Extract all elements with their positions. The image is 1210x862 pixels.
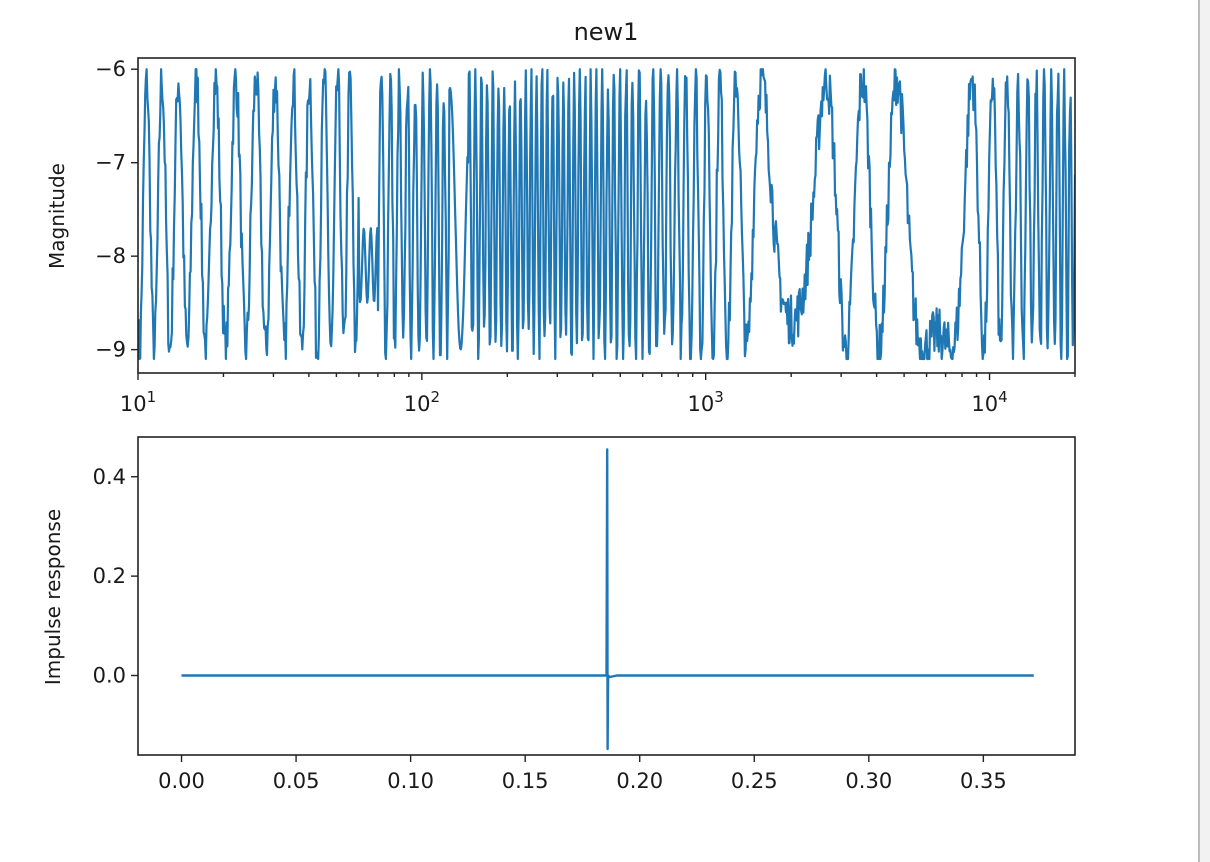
chart-title: new1 xyxy=(574,18,639,46)
magnitude-x-tick-label: 102 xyxy=(404,388,440,416)
impulse-axes-frame xyxy=(137,436,1076,756)
impulse-series-line xyxy=(181,448,1034,751)
magnitude-x-tick-label: 103 xyxy=(688,388,724,416)
impulse-y-tick-label: 0.0 xyxy=(93,664,126,688)
magnitude-x-tick-label: 104 xyxy=(971,388,1007,416)
magnitude-series-line xyxy=(138,68,1075,361)
impulse-x-tick-label: 0.30 xyxy=(845,769,892,793)
impulse-y-tick-label: 0.2 xyxy=(93,564,126,588)
magnitude-axes-frame xyxy=(137,57,1076,374)
magnitude-y-tick-label: −9 xyxy=(95,338,126,362)
impulse-x-tick-label: 0.15 xyxy=(502,769,549,793)
impulse-x-tick-label: 0.05 xyxy=(273,769,320,793)
magnitude-y-tick-label: −8 xyxy=(95,244,126,268)
impulse-x-tick-label: 0.25 xyxy=(731,769,778,793)
impulse-subplot: 0.00 0.05 0.10 0.15 0.20 0.25 0.30 0.35 0.40.20… xyxy=(41,436,1076,793)
impulse-x-tick-label: 0.00 xyxy=(158,769,205,793)
window-edge-scrollbar xyxy=(1198,0,1210,862)
magnitude-y-ticks: −6 −7 −8 −9 xyxy=(95,57,138,362)
magnitude-x-ticks: 101 102 103 104 xyxy=(120,373,1076,416)
impulse-y-tick-label: 0.4 xyxy=(93,465,126,489)
impulse-x-ticks: 0.00 0.05 0.10 0.15 0.20 0.25 0.30 0.35 xyxy=(158,755,1007,793)
impulse-x-tick-label: 0.10 xyxy=(387,769,434,793)
impulse-x-tick-label: 0.20 xyxy=(616,769,663,793)
magnitude-y-axis-label: Magnitude xyxy=(45,163,69,269)
magnitude-y-tick-label: −7 xyxy=(95,151,126,175)
magnitude-subplot: new1 101 102 103 104 −6 −7 −8 −9 Magnitude xyxy=(45,18,1076,416)
magnitude-y-tick-label: −6 xyxy=(95,57,126,81)
impulse-y-ticks: 0.4 0.2 0.0 xyxy=(93,465,138,688)
impulse-x-tick-label: 0.35 xyxy=(960,769,1007,793)
impulse-y-axis-label: Impulse response xyxy=(41,509,65,685)
magnitude-x-tick-label: 101 xyxy=(120,388,156,416)
